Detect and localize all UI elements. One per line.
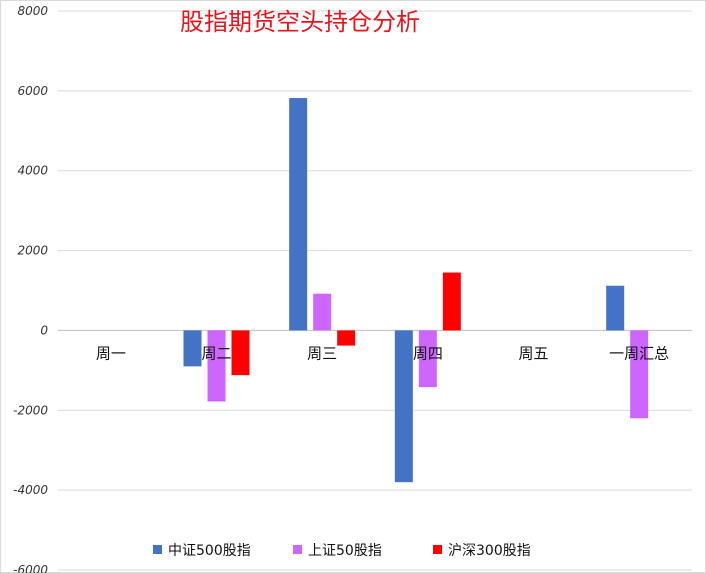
bars — [183, 98, 649, 483]
bar — [183, 330, 202, 367]
bar — [313, 293, 332, 331]
y-tick-label: -2000 — [13, 403, 48, 417]
legend-label: 沪深300股指 — [448, 543, 531, 559]
y-tick-label: -6000 — [13, 563, 48, 573]
category-label: 周四 — [413, 344, 443, 362]
category-label: 一周汇总 — [609, 344, 669, 362]
bar — [231, 330, 250, 376]
chart-title: 股指期货空头持仓分析 — [180, 8, 420, 36]
bar — [630, 330, 649, 419]
y-tick-label: 4000 — [17, 164, 48, 178]
category-label: 周二 — [201, 344, 231, 362]
category-label: 周三 — [307, 344, 337, 362]
legend-swatch — [293, 545, 302, 554]
y-tick-label: 6000 — [17, 84, 48, 98]
legend-swatch — [153, 545, 162, 554]
bar — [207, 330, 226, 402]
bar — [442, 272, 461, 331]
gridlines — [58, 10, 692, 571]
y-tick-label: 2000 — [17, 244, 48, 258]
bar — [289, 98, 308, 331]
legend-label: 上证50股指 — [308, 543, 382, 559]
y-tick-label: 8000 — [17, 4, 48, 18]
bar — [394, 330, 413, 483]
bar — [337, 330, 356, 346]
y-tick-label: 0 — [40, 323, 48, 337]
legend: 中证500股指 上证50股指 沪深300股指 — [153, 543, 531, 559]
y-axis-ticks: 8000 6000 4000 2000 0 -2000 -4000 -6000 — [13, 4, 48, 573]
category-label: 周一 — [96, 344, 126, 362]
legend-swatch — [433, 545, 442, 554]
bar — [606, 285, 625, 331]
y-tick-label: -4000 — [13, 483, 48, 497]
category-label: 周五 — [518, 344, 548, 362]
bar — [418, 330, 437, 388]
legend-label: 中证500股指 — [168, 543, 251, 559]
category-labels: 周一 周二 周三 周四 周五 一周汇总 — [96, 344, 669, 362]
